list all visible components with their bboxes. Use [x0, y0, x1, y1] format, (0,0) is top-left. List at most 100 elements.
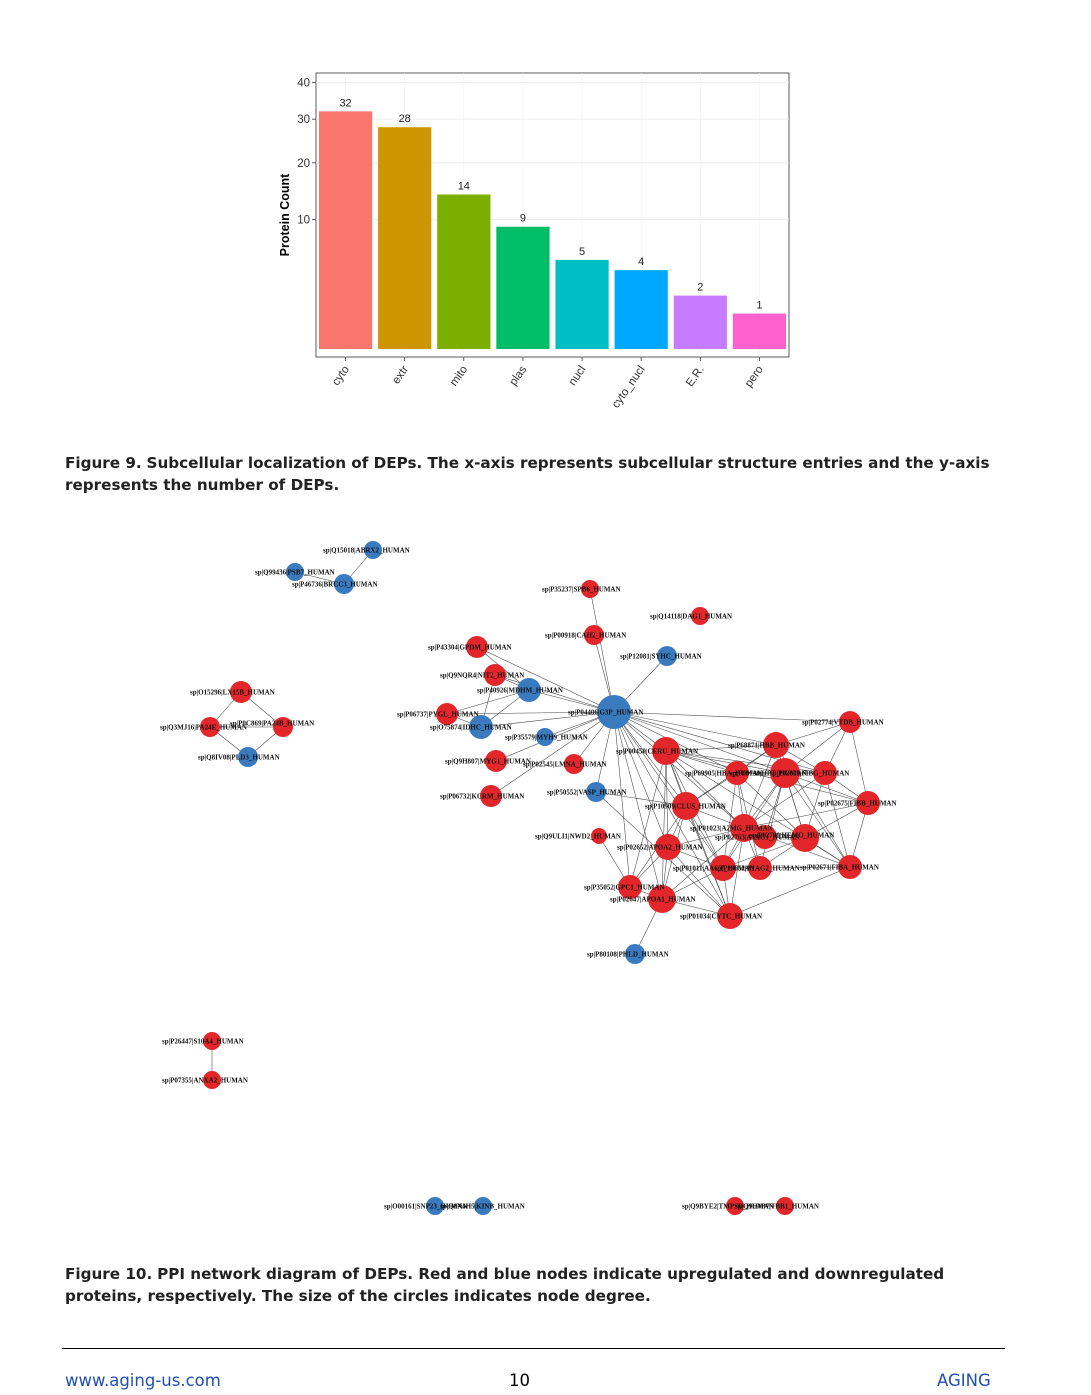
x-tick-label: mito — [448, 364, 470, 389]
network-node[interactable] — [200, 717, 220, 737]
node-label: sp|P01023|A2MG_HUMAN — [690, 825, 773, 833]
network-node[interactable] — [334, 574, 354, 594]
network-edge — [667, 846, 731, 917]
bar-value-label: 4 — [638, 256, 644, 268]
network-node[interactable] — [625, 944, 645, 964]
bar-E.R. — [673, 295, 727, 349]
network-node[interactable] — [597, 695, 631, 729]
network-node[interactable] — [725, 761, 749, 785]
bar-nucl — [555, 259, 609, 349]
figure-10-label: Figure 10. — [65, 1265, 153, 1283]
network-edge — [490, 711, 615, 797]
y-axis-label: Protein Count — [278, 173, 292, 256]
network-node[interactable] — [655, 834, 681, 860]
node-label: sp|P10909|CLUS_HUMAN — [645, 803, 726, 811]
network-node[interactable] — [776, 1197, 794, 1215]
x-tick-label: nucl — [567, 364, 589, 388]
y-tick-label: 30 — [297, 114, 310, 126]
network-node[interactable] — [648, 885, 676, 913]
node-label: sp|Q9H807|MYG1_HUMAN — [445, 758, 531, 766]
network-edge — [589, 588, 615, 713]
network-node[interactable] — [436, 703, 458, 725]
bar-cyto_nucl — [614, 270, 668, 349]
network-node[interactable] — [791, 824, 819, 852]
network-node[interactable] — [652, 737, 680, 765]
node-label: sp|Q8N4H5|KINB_HUMAN — [440, 1203, 525, 1211]
network-node[interactable] — [203, 1032, 221, 1050]
network-node[interactable] — [484, 664, 506, 686]
network-node[interactable] — [586, 782, 606, 802]
y-tick-label: 40 — [297, 77, 310, 89]
network-node[interactable] — [536, 728, 554, 746]
network-node[interactable] — [672, 792, 700, 820]
network-node[interactable] — [517, 678, 541, 702]
node-label: sp|P01011|AACT_HUMAN — [673, 865, 755, 873]
network-edge — [494, 674, 615, 713]
node-label: sp|P01034|CYTC_HUMAN — [680, 913, 762, 921]
network-node[interactable] — [474, 1197, 492, 1215]
network-node[interactable] — [770, 758, 800, 788]
network-node[interactable] — [364, 541, 382, 559]
network-edge — [613, 711, 687, 807]
network-node[interactable] — [469, 715, 493, 739]
x-tick-label: pero — [743, 364, 766, 390]
node-label: sp|P26447|S10A4_HUMAN — [162, 1038, 244, 1046]
network-node[interactable] — [839, 711, 861, 733]
node-label: sp|P35052|GPC1_HUMAN — [584, 884, 664, 892]
network-node[interactable] — [730, 814, 758, 842]
network-edge — [613, 711, 669, 848]
figure-10-caption-text: PPI network diagram of DEPs. Red and blu… — [65, 1265, 945, 1305]
network-edge — [729, 866, 851, 917]
network-node[interactable] — [618, 875, 642, 899]
network-node[interactable] — [203, 1071, 221, 1089]
network-node[interactable] — [657, 646, 677, 666]
network-node[interactable] — [466, 636, 488, 658]
network-node[interactable] — [838, 855, 862, 879]
bar-mito — [437, 194, 491, 349]
node-label: sp|P06732|KCRM_HUMAN — [440, 793, 524, 801]
network-node[interactable] — [581, 580, 599, 598]
network-node[interactable] — [726, 1197, 744, 1215]
ppi-network-diagram: sp|Q15018|ABRX2_HUMAN sp|Q99436|PSB7_HUMA… — [160, 541, 897, 1215]
figure-9-label: Figure 9. — [65, 454, 142, 472]
node-label: sp|P69905|HBA_HUMAN — [685, 770, 762, 778]
network-node[interactable] — [813, 761, 837, 785]
node-label: sp|P02774|VTDB_HUMAN — [802, 719, 884, 727]
network-edge — [446, 711, 615, 715]
network-node[interactable] — [230, 681, 252, 703]
network-node[interactable] — [273, 717, 293, 737]
x-tick-label: E.R. — [684, 364, 707, 389]
network-node[interactable] — [584, 625, 604, 645]
network-edge — [446, 689, 530, 715]
network-node[interactable] — [286, 563, 304, 581]
bar-value-label: 32 — [339, 97, 351, 109]
node-label: sp|P12081|SYHC_HUMAN — [620, 653, 702, 661]
node-label: sp|Q9H4B7|TBB1_HUMAN — [735, 1203, 819, 1211]
network-node[interactable] — [717, 903, 743, 929]
network-node[interactable] — [748, 856, 772, 880]
node-label: sp|P40926|MDHM_HUMAN — [477, 687, 563, 695]
network-node[interactable] — [763, 732, 789, 758]
node-label: sp|P02671|FIBA_HUMAN — [800, 864, 879, 872]
node-label: sp|O00161|SNP23_HUMAN — [384, 1203, 468, 1211]
bar-extr — [378, 127, 432, 349]
subcellular-localization-bar-chart: 32 28 14 9 5 4 2 1 10 20 30 40 cyto extr mito plas nuc… — [278, 72, 790, 411]
node-label: sp|P80108|PHLD_HUMAN — [587, 951, 669, 959]
network-edge — [495, 711, 615, 762]
network-node[interactable] — [591, 828, 607, 844]
network-node[interactable] — [238, 747, 258, 767]
footer-url-link[interactable]: www.aging-us.com — [65, 1371, 221, 1390]
network-node[interactable] — [691, 607, 709, 625]
node-label: sp|P00738|HPT_HUMAN — [730, 770, 807, 778]
network-node[interactable] — [564, 754, 584, 774]
bar-cyto — [318, 111, 373, 349]
network-node[interactable] — [485, 750, 507, 772]
network-node[interactable] — [480, 785, 502, 807]
figure-9-caption: Figure 9. Subcellular localization of DE… — [65, 452, 1015, 496]
network-node[interactable] — [426, 1197, 444, 1215]
network-edge — [743, 744, 777, 829]
network-node[interactable] — [710, 855, 736, 881]
network-node[interactable] — [856, 791, 880, 815]
network-node[interactable] — [753, 825, 777, 849]
network-edge — [685, 805, 731, 917]
